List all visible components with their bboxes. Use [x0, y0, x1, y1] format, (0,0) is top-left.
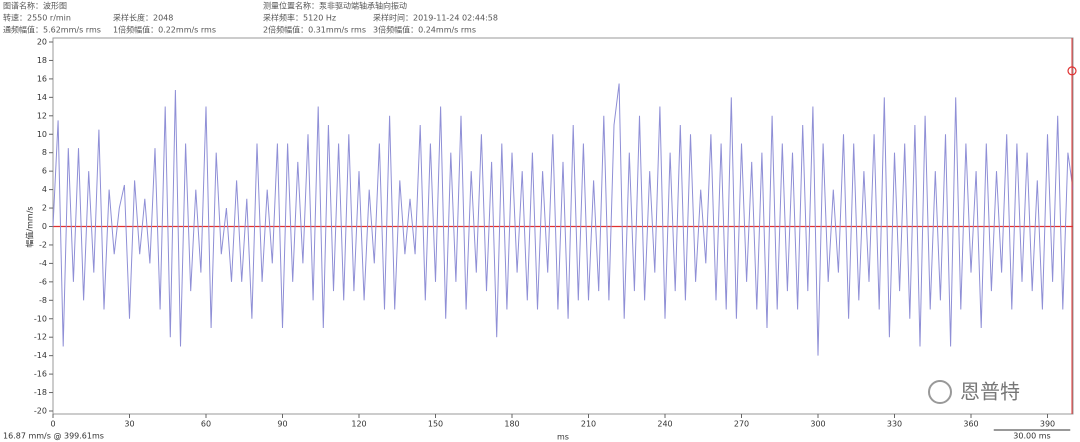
- header-text: 转速：2550 r/min: [3, 13, 71, 23]
- y-tick-label: -16: [34, 370, 47, 379]
- x-tick-label: 0: [50, 420, 55, 429]
- y-tick-label: -4: [39, 259, 47, 268]
- scale-bar-label: 30.00 ms: [1013, 432, 1050, 441]
- y-tick-label: 16: [37, 74, 47, 83]
- x-tick-label: 360: [963, 420, 978, 429]
- y-axis-label: 幅值/mm/s: [25, 206, 35, 247]
- y-tick-label: 8: [42, 148, 47, 157]
- waveform: [52, 83, 1074, 356]
- y-tick-label: -12: [34, 333, 47, 342]
- header-text: 测量位置名称：泵非驱动端轴承轴向振动: [263, 1, 407, 11]
- y-tick-label: -18: [34, 388, 47, 397]
- y-tick-label: -14: [34, 351, 47, 360]
- watermark: 恩普特: [928, 380, 1020, 404]
- header-text: 1倍频幅值：0.22mm/s rms: [113, 25, 216, 35]
- cursor-marker: [1067, 66, 1077, 76]
- header-text: 采样频率：5120 Hz: [263, 13, 336, 23]
- header-text: 采样时间：2019-11-24 02:44:58: [373, 13, 498, 23]
- header-text: 3倍频幅值：0.24mm/s rms: [373, 25, 476, 35]
- x-tick-label: 30: [124, 420, 134, 429]
- y-tick-label: -20: [34, 407, 47, 416]
- x-tick-label: 240: [657, 420, 672, 429]
- y-tick-label: 6: [42, 167, 47, 176]
- x-tick-label: 180: [504, 420, 519, 429]
- x-tick-label: 120: [351, 420, 366, 429]
- x-tick-label: 210: [581, 420, 596, 429]
- y-tick-label: 12: [37, 111, 47, 120]
- y-tick-label: 4: [42, 185, 47, 194]
- x-tick-label: 270: [734, 420, 749, 429]
- y-tick-label: 18: [37, 56, 47, 65]
- x-tick-label: 300: [810, 420, 825, 429]
- x-tick-label: 60: [201, 420, 211, 429]
- header-text: 图谱名称：波形图: [3, 1, 67, 11]
- watermark-text: 恩普特: [960, 380, 1020, 404]
- y-tick-label: -6: [39, 277, 47, 286]
- watermark-icon: [928, 380, 952, 404]
- y-tick-label: -10: [34, 314, 47, 323]
- x-axis-label: ms: [557, 433, 569, 442]
- header-text: 采样长度：2048: [113, 13, 173, 23]
- y-tick-label: 10: [37, 130, 47, 139]
- y-tick-label: -8: [39, 296, 47, 305]
- y-tick-label: 2: [42, 204, 47, 213]
- header-text: 通频幅值：5.62mm/s rms: [3, 25, 101, 35]
- y-tick-label: -2: [39, 240, 47, 249]
- x-tick-label: 150: [428, 420, 443, 429]
- x-tick-label: 390: [1040, 420, 1055, 429]
- cursor-readout: 16.87 mm/s @ 399.61ms: [3, 432, 104, 441]
- header-text: 2倍频幅值：0.31mm/s rms: [263, 25, 366, 35]
- y-tick-label: 14: [37, 93, 47, 102]
- y-tick-label: 0: [42, 222, 47, 231]
- x-tick-label: 330: [887, 420, 902, 429]
- x-tick-label: 90: [277, 420, 287, 429]
- y-tick-label: 20: [37, 38, 47, 47]
